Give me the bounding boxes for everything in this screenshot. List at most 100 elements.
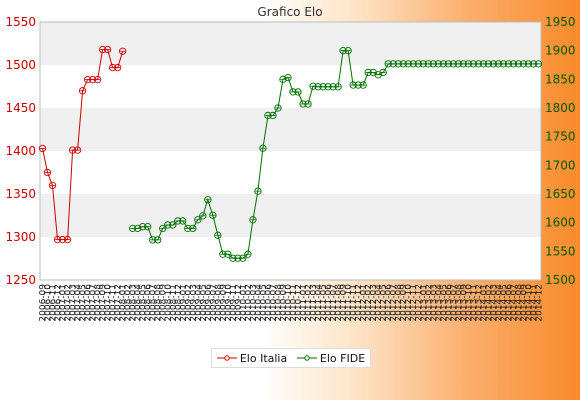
- x-tick-label: 2011-04: [314, 284, 324, 322]
- y-left-tick-label: 1350: [5, 187, 36, 201]
- x-tick-label: 2008-03: [129, 284, 139, 322]
- grid-band: [40, 108, 541, 151]
- x-tick-label: 2007-12: [114, 284, 124, 322]
- data-point: [204, 196, 212, 204]
- data-point: [179, 217, 187, 225]
- x-tick-label: 2011-08: [334, 284, 344, 322]
- x-tick-label: 2006-09: [39, 284, 49, 322]
- data-point: [169, 221, 177, 229]
- y-right-tick-label: 1600: [545, 216, 576, 230]
- x-tick-label: 2007-05: [79, 284, 89, 322]
- grid-band: [40, 22, 541, 65]
- data-point: [244, 250, 252, 258]
- x-tick-label: 2006-12: [54, 284, 64, 322]
- y-left-tick-label: 1450: [5, 101, 36, 115]
- y-right-tick-label: 1700: [545, 158, 576, 172]
- data-point: [154, 236, 162, 244]
- data-point: [269, 111, 277, 120]
- x-tick-label: 2007-06: [84, 284, 94, 322]
- x-tick-label: 2012-07: [389, 284, 399, 322]
- data-point: [189, 224, 197, 233]
- x-tick-label: 2014-04: [494, 284, 504, 322]
- x-tick-label: 2012-04: [374, 284, 384, 322]
- x-tick-label: 2007-01: [59, 284, 69, 322]
- x-tick-label: 2013-06: [444, 284, 454, 322]
- x-tick-label: 2009-11: [229, 284, 239, 322]
- x-tick-label: 2007-10: [104, 284, 114, 322]
- x-tick-label: 2009-07: [209, 284, 219, 322]
- x-tick-label: 2011-07: [329, 284, 339, 322]
- x-tick-label: 2007-11: [109, 284, 119, 322]
- x-tick-label: 2012-11: [409, 284, 419, 322]
- legend: Elo Italia Elo FIDE: [211, 348, 371, 368]
- x-tick-label: 2013-10: [464, 284, 474, 322]
- data-point: [78, 87, 87, 95]
- data-point: [43, 168, 52, 177]
- x-tick-label: 2012-12: [414, 284, 424, 322]
- grid-band: [40, 237, 541, 280]
- x-tick-label: 2014-05: [499, 284, 509, 322]
- data-point: [304, 100, 312, 108]
- data-point: [224, 250, 232, 258]
- x-tick-label: 2010-11: [289, 284, 299, 322]
- x-tick-label: 2013-01: [419, 284, 429, 322]
- x-tick-label: 2007-04: [74, 284, 84, 322]
- x-tick-label: 2014-12: [534, 284, 544, 322]
- x-tick-label: 2014-03: [489, 284, 499, 322]
- y-right-tick-label: 1800: [545, 101, 576, 115]
- x-tick-label: 2011-10: [344, 284, 354, 322]
- x-tick-label: 2011-03: [309, 284, 319, 322]
- x-tick-label: 2014-02: [484, 284, 494, 322]
- x-tick-label: 2009-09: [219, 284, 229, 322]
- x-tick-label: 2010-10: [284, 284, 294, 322]
- data-point: [48, 181, 57, 190]
- x-tick-label: 2013-05: [439, 284, 449, 322]
- x-tick-label: 2008-06: [144, 284, 154, 322]
- x-tick-label: 2013-08: [454, 284, 464, 322]
- x-tick-label: 2010-06: [264, 284, 274, 322]
- data-point: [73, 146, 82, 154]
- data-point: [379, 68, 387, 77]
- x-tick-label: 2014-10: [524, 284, 534, 322]
- x-tick-label: 2013-02: [424, 284, 434, 322]
- x-tick-label: 2009-06: [204, 284, 214, 322]
- x-tick-label: 2013-11: [469, 284, 479, 322]
- data-point: [294, 88, 302, 96]
- legend-marker-fide-icon: [296, 355, 317, 361]
- x-tick-label: 2007-09: [99, 284, 109, 322]
- x-tick-label: 2008-04: [134, 284, 144, 322]
- data-point: [344, 47, 352, 55]
- x-tick-label: 2010-03: [249, 284, 259, 322]
- x-tick-label: 2009-10: [224, 284, 234, 322]
- x-tick-label: 2014-11: [529, 284, 539, 322]
- data-point: [284, 73, 292, 82]
- x-tick-label: 2014-01: [479, 284, 489, 322]
- y-left-tick-label: 1400: [5, 144, 36, 158]
- x-tick-label: 2008-12: [174, 284, 184, 322]
- data-point: [209, 211, 217, 219]
- data-point: [359, 81, 367, 89]
- x-tick-label: 2012-03: [369, 284, 379, 322]
- data-point: [119, 47, 127, 55]
- x-tick-label: 2014-07: [509, 284, 519, 322]
- series-0: [38, 45, 127, 244]
- grid-band: [40, 151, 541, 194]
- y-right-tick-label: 1900: [545, 44, 576, 58]
- x-tick-label: 2009-03: [189, 284, 199, 322]
- data-point: [159, 224, 167, 233]
- x-tick-label: 2011-11: [349, 284, 359, 322]
- x-tick-label: 2010-05: [259, 284, 269, 322]
- x-tick-label: 2009-12: [234, 284, 244, 322]
- x-tick-label: 2013-07: [449, 284, 459, 322]
- x-tick-label: 2008-05: [139, 284, 149, 322]
- legend-item-italia: Elo Italia: [216, 352, 287, 365]
- y-right-tick-label: 1650: [545, 187, 576, 201]
- data-point: [254, 187, 262, 195]
- x-tick-label: 2008-08: [154, 284, 164, 322]
- data-point: [199, 212, 207, 220]
- x-tick-label: 2013-09: [459, 284, 469, 322]
- data-point: [239, 254, 247, 262]
- data-point: [274, 104, 282, 112]
- grid-band: [40, 65, 541, 108]
